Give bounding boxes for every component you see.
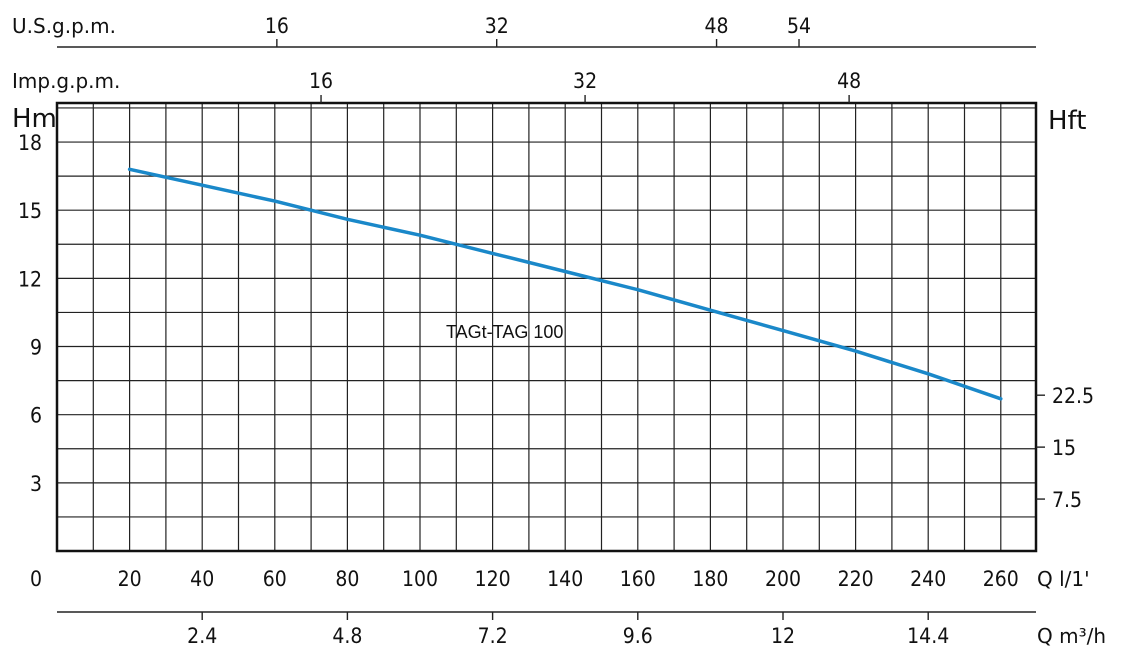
y-tick-label-right: 15 bbox=[1052, 436, 1076, 460]
y-axis-left-unit: Hm bbox=[12, 104, 57, 134]
x-tick-label: 40 bbox=[190, 567, 214, 591]
x-tick-label: 200 bbox=[765, 567, 801, 591]
secondary-axis-tick-label: 7.2 bbox=[478, 624, 508, 648]
secondary-axis-tick-label: 16 bbox=[309, 69, 333, 93]
secondary-axis-tick-label: 2.4 bbox=[187, 624, 217, 648]
x-tick-label: 60 bbox=[263, 567, 287, 591]
series-line-tagt-tag-100 bbox=[127, 167, 1003, 401]
grid bbox=[57, 103, 1036, 551]
y-tick-label-right: 22.5 bbox=[1052, 384, 1094, 408]
secondary-axis-tick-label: 54 bbox=[787, 14, 811, 38]
x-tick-label: 160 bbox=[620, 567, 656, 591]
secondary-axis-tick-label: 32 bbox=[485, 14, 509, 38]
x-tick-label: 0 bbox=[30, 567, 42, 591]
x-axis-unit: Q l/1' bbox=[1037, 567, 1090, 591]
secondary-axis-tick-label: 48 bbox=[837, 69, 861, 93]
secondary-axis-tick-label: 14.4 bbox=[907, 624, 949, 648]
secondary-axis-tick-label: 9.6 bbox=[623, 624, 653, 648]
secondary-axis-unit: Imp.g.p.m. bbox=[12, 69, 120, 93]
y-tick-label-left: 15 bbox=[18, 199, 42, 223]
x-tick-label: 220 bbox=[838, 567, 874, 591]
x-tick-label: 100 bbox=[402, 567, 438, 591]
y-tick-label-left: 12 bbox=[18, 267, 42, 291]
y-tick-label-left: 9 bbox=[30, 336, 42, 360]
y-tick-label-right: 7.5 bbox=[1052, 488, 1082, 512]
y-tick-label-left: 6 bbox=[30, 404, 42, 428]
x-tick-label: 260 bbox=[983, 567, 1019, 591]
x-tick-label: 180 bbox=[692, 567, 728, 591]
y-tick-label-left: 18 bbox=[18, 131, 42, 155]
secondary-axis-tick-label: 12 bbox=[771, 624, 795, 648]
secondary-axis-tick-label: 48 bbox=[705, 14, 729, 38]
series-label: TAGt-TAG 100 bbox=[446, 322, 563, 342]
x-tick-label: 20 bbox=[118, 567, 142, 591]
secondary-axis-unit: Q m³/h bbox=[1037, 624, 1106, 648]
secondary-axis-tick-label: 16 bbox=[265, 14, 289, 38]
axis-ticks: 0 20 40 60 80 100 120 140 160 180 200 220 240 260 3 6 9 1… bbox=[12, 14, 1106, 648]
plot-frame bbox=[55, 101, 1038, 553]
secondary-axis-tick-label: 4.8 bbox=[332, 624, 362, 648]
y-tick-label-left: 3 bbox=[30, 472, 42, 496]
y-axis-right-unit: Hft bbox=[1048, 106, 1086, 136]
x-tick-label: 80 bbox=[335, 567, 359, 591]
secondary-axis-tick-label: 32 bbox=[573, 69, 597, 93]
secondary-axis-unit: U.S.g.p.m. bbox=[12, 14, 116, 38]
x-tick-label: 140 bbox=[547, 567, 583, 591]
x-tick-label: 120 bbox=[475, 567, 511, 591]
x-tick-label: 240 bbox=[910, 567, 946, 591]
